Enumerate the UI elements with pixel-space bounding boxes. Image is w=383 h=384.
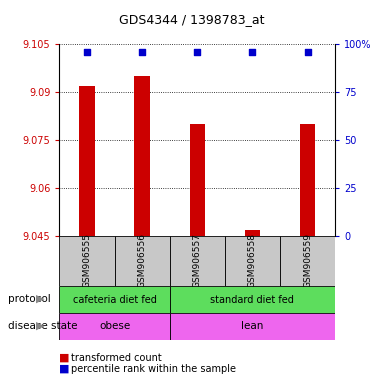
Text: GSM906557: GSM906557 (193, 233, 202, 288)
Point (194, 49, 200, 55)
Bar (170, 236, 225, 286)
Bar (115, 236, 170, 286)
Bar (225, 236, 280, 286)
Bar (245, 230, 260, 236)
Bar (300, 124, 315, 236)
Text: GSM906555: GSM906555 (82, 233, 92, 288)
Text: ▶: ▶ (36, 294, 44, 304)
Text: GSM906559: GSM906559 (303, 233, 312, 288)
Text: cafeteria diet fed: cafeteria diet fed (73, 295, 156, 305)
Point (139, 49, 145, 55)
Bar (79, 86, 95, 236)
Bar (280, 236, 335, 286)
Text: ■: ■ (59, 364, 70, 374)
Point (249, 49, 255, 55)
Text: transformed count: transformed count (71, 353, 162, 363)
Text: GDS4344 / 1398783_at: GDS4344 / 1398783_at (119, 13, 264, 26)
Text: GSM906558: GSM906558 (248, 233, 257, 288)
Text: protocol: protocol (8, 294, 51, 304)
Text: obese: obese (99, 321, 130, 331)
Text: standard diet fed: standard diet fed (211, 295, 294, 305)
Bar (59, 286, 170, 313)
Bar (134, 76, 150, 236)
Bar (190, 124, 205, 236)
Text: ■: ■ (59, 353, 70, 363)
Text: percentile rank within the sample: percentile rank within the sample (71, 364, 236, 374)
Text: disease state: disease state (8, 321, 77, 331)
Text: ▶: ▶ (36, 321, 44, 331)
Text: lean: lean (241, 321, 264, 331)
Text: GSM906556: GSM906556 (137, 233, 147, 288)
Bar (59, 313, 170, 340)
Point (304, 49, 311, 55)
Bar (59, 236, 115, 286)
Bar (170, 286, 335, 313)
Bar (170, 313, 335, 340)
Point (84, 49, 90, 55)
